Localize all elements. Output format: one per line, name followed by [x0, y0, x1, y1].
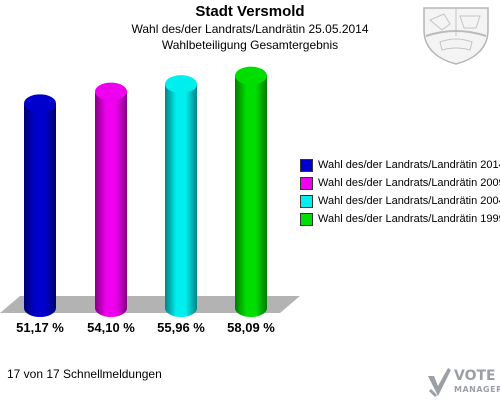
- legend-label: Wahl des/der Landrats/Landrätin 2009: [318, 177, 500, 189]
- bar-cap: [165, 75, 197, 94]
- legend-label: Wahl des/der Landrats/Landrätin 1999: [318, 213, 500, 225]
- legend-label: Wahl des/der Landrats/Landrätin 2004: [318, 195, 500, 207]
- chart-header: Stadt Versmold Wahl des/der Landrats/Lan…: [0, 3, 500, 53]
- chart-legend: Wahl des/der Landrats/Landrätin 2014 Wah…: [300, 156, 500, 228]
- chart-subtitle-2: Wahlbeteiligung Gesamtergebnis: [161, 38, 339, 52]
- legend-swatch: [300, 158, 313, 172]
- legend-item: Wahl des/der Landrats/Landrätin 2004: [300, 192, 500, 210]
- chart-title: Stadt Versmold: [195, 3, 305, 20]
- checkmark-icon: [428, 368, 451, 398]
- value-label: 58,09 %: [227, 320, 275, 335]
- bar-cap: [235, 66, 267, 85]
- legend-swatch: [300, 176, 313, 190]
- legend-item: Wahl des/der Landrats/Landrätin 2009: [300, 174, 500, 192]
- logo-text-manager: MANAGER: [454, 385, 500, 394]
- bars: [24, 66, 267, 317]
- logo-text-vote: VOTE: [454, 368, 496, 384]
- bar: [165, 84, 197, 317]
- bar: [235, 75, 267, 317]
- bar: [95, 91, 127, 317]
- value-label: 55,96 %: [157, 320, 205, 335]
- value-label: 54,10 %: [87, 320, 135, 335]
- bar-cap: [95, 82, 127, 101]
- chart-subtitle: Wahl des/der Landrats/Landrätin 25.05.20…: [131, 22, 369, 36]
- reporting-status: 17 von 17 Schnellmeldungen: [7, 367, 162, 381]
- legend-item: Wahl des/der Landrats/Landrätin 1999: [300, 210, 500, 228]
- vote-manager-logo: VOTE MANAGER: [426, 364, 500, 400]
- legend-label: Wahl des/der Landrats/Landrätin 2014: [318, 159, 500, 171]
- legend-item: Wahl des/der Landrats/Landrätin 2014: [300, 156, 500, 174]
- nrw-coat-of-arms-icon: [423, 7, 489, 65]
- bar: [24, 103, 56, 317]
- bar-cap: [24, 94, 56, 113]
- value-label: 51,17 %: [16, 320, 64, 335]
- chart-floor: [0, 296, 300, 313]
- legend-swatch: [300, 212, 313, 226]
- legend-swatch: [300, 194, 313, 208]
- value-labels: 51,17 % 54,10 % 55,96 % 58,09 %: [16, 320, 275, 335]
